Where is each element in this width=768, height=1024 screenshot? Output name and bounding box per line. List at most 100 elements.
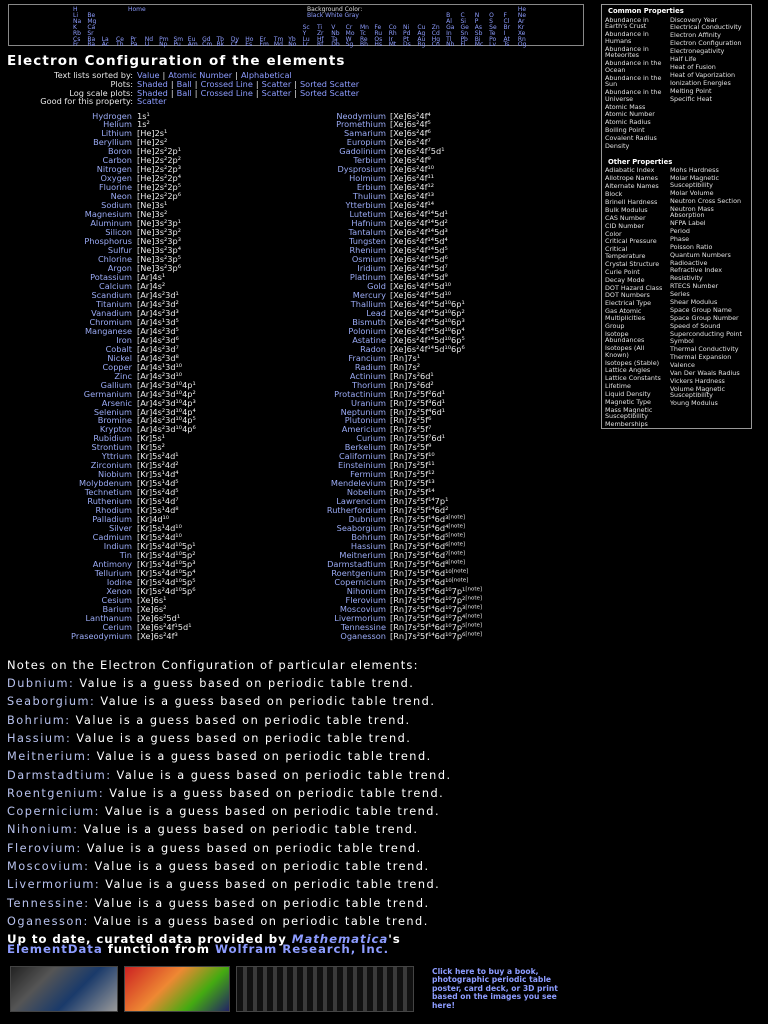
property-link[interactable]: Abundance in the Universe [605, 88, 662, 103]
element-symbol-link[interactable]: Fr [73, 41, 79, 48]
element-symbol-link[interactable]: Rf [316, 41, 324, 48]
element-name-link[interactable]: Thulium [352, 191, 386, 202]
property-link[interactable]: Shear Modulus [670, 297, 718, 306]
element-name-link[interactable]: Iridium [357, 262, 386, 273]
element-name-link[interactable]: Aluminum [90, 218, 132, 229]
element-symbol-link[interactable]: Os [374, 36, 383, 43]
element-symbol-link[interactable]: Eu [187, 36, 196, 43]
element-name-link[interactable]: Ytterbium [345, 200, 386, 211]
element-symbol-link[interactable]: Sm [173, 36, 184, 43]
element-name-link[interactable]: Erbium [356, 182, 386, 193]
element-symbol-link[interactable]: Pb [460, 36, 468, 43]
element-name-link[interactable]: Copper [102, 361, 132, 372]
element-name-link[interactable]: Bromine [97, 415, 132, 426]
element-name-link[interactable]: Manganese [84, 325, 132, 336]
element-name-link[interactable]: Gallium [100, 379, 132, 390]
element-symbol-link[interactable]: Mt [388, 41, 397, 48]
wolfram-link[interactable]: Wolfram Research, Inc. [214, 942, 389, 956]
property-link[interactable]: Poisson Ratio [670, 242, 713, 251]
note-link[interactable]: [note] [448, 532, 466, 539]
element-symbol-link[interactable]: As [474, 24, 483, 31]
element-name-link[interactable]: Promethium [336, 119, 386, 130]
element-name-link[interactable]: Thorium [351, 379, 386, 390]
property-link[interactable]: Heat of Fusion [670, 62, 716, 71]
element-symbol-link[interactable]: Ga [446, 24, 455, 31]
element-symbol-link[interactable]: Au [417, 36, 426, 43]
element-symbol-link[interactable]: Zn [431, 24, 440, 31]
element-symbol-link[interactable]: Bi [474, 36, 481, 43]
element-name-link[interactable]: Magnesium [84, 209, 132, 220]
element-symbol-link[interactable]: F [503, 12, 507, 19]
note-link[interactable]: [note] [465, 622, 483, 629]
element-symbol-link[interactable]: Pm [159, 36, 169, 43]
element-name-link[interactable]: Oganesson [340, 630, 386, 641]
property-link[interactable]: Abundance in the Ocean [605, 59, 662, 74]
property-link[interactable]: Thermal Conductivity [670, 345, 739, 354]
element-name-link[interactable]: Bohrium [351, 532, 386, 543]
element-symbol-link[interactable]: V [331, 24, 336, 31]
property-link[interactable]: Crystal Structure [605, 259, 660, 268]
element-name-link[interactable]: Hafnium [351, 218, 386, 229]
element-name-link[interactable]: Germanium [83, 388, 132, 399]
property-link[interactable]: Gas Atomic Multiplicities [605, 307, 646, 322]
element-symbol-link[interactable]: Se [489, 24, 497, 31]
option-link[interactable]: Shaded [137, 87, 168, 98]
element-name-link[interactable]: Francium [348, 352, 386, 363]
element-name-link[interactable]: Tin [119, 550, 132, 561]
element-symbol-link[interactable]: Er [259, 36, 266, 43]
element-name-link[interactable]: Osmium [351, 254, 386, 265]
element-symbol-link[interactable]: Gd [202, 36, 211, 43]
element-name-link[interactable]: Yttrium [101, 451, 132, 462]
element-symbol-link[interactable]: Ds [403, 41, 411, 48]
element-symbol-link[interactable]: Te [489, 30, 496, 37]
element-name-link[interactable]: Seaborgium [336, 523, 386, 534]
property-link[interactable]: DOT Numbers [605, 291, 650, 300]
property-link[interactable]: Superconducting Point [670, 329, 742, 338]
property-link[interactable]: Neutron Cross Section [670, 196, 742, 205]
option-link[interactable]: Sorted Scatter [299, 87, 360, 98]
element-symbol-link[interactable]: Bh [360, 41, 368, 48]
property-link[interactable]: Electrical Conductivity [670, 23, 742, 32]
element-symbol-link[interactable]: Ce [116, 36, 124, 43]
property-link[interactable]: Abundance in the Sun [605, 73, 662, 89]
element-name-link[interactable]: Oxygen [100, 173, 132, 184]
element-name-link[interactable]: Vanadium [91, 307, 132, 318]
property-link[interactable]: Volume Magnetic Susceptibility [670, 384, 726, 400]
element-symbol-link[interactable]: Ho [245, 36, 254, 43]
property-link[interactable]: Symbol [670, 337, 694, 346]
element-name-link[interactable]: Gold [367, 280, 386, 291]
property-link[interactable]: Quantum Numbers [670, 250, 731, 259]
element-name-link[interactable]: Rubidium [93, 433, 132, 444]
element-symbol-link[interactable]: C [460, 12, 465, 19]
element-symbol-link[interactable]: Ar [517, 18, 525, 25]
element-symbol-link[interactable]: Sr [87, 30, 94, 37]
element-symbol-link[interactable]: Hs [374, 41, 382, 48]
property-link[interactable]: Critical Temperature [605, 245, 646, 260]
element-symbol-link[interactable]: Ti [316, 24, 323, 31]
element-symbol-link[interactable]: Nh [446, 41, 455, 48]
element-name-link[interactable]: Neodymium [336, 110, 386, 121]
element-name-link[interactable]: Hassium [350, 541, 386, 552]
property-link[interactable]: Liquid Density [605, 390, 651, 399]
element-name-link[interactable]: Titanium [96, 298, 132, 309]
property-link[interactable]: DOT Hazard Class [605, 283, 663, 292]
element-name-link[interactable]: Lithium [101, 128, 132, 139]
element-symbol-link[interactable]: Ca [87, 24, 96, 31]
element-symbol-link[interactable]: Ni [403, 24, 410, 31]
element-symbol-link[interactable]: N [474, 12, 480, 19]
property-link[interactable]: CID Number [605, 221, 644, 230]
property-link[interactable]: Phase [670, 234, 690, 243]
note-link[interactable]: [note] [448, 514, 466, 521]
element-symbol-link[interactable]: Fl [460, 41, 466, 48]
element-symbol-link[interactable]: Ta [331, 36, 338, 43]
element-name-link[interactable]: Sodium [101, 200, 132, 211]
property-link[interactable]: Critical Pressure [605, 237, 657, 246]
element-name-link[interactable]: Krypton [99, 424, 132, 435]
element-name-link[interactable]: Calcium [99, 280, 132, 291]
element-name-link[interactable]: Nobelium [346, 487, 386, 498]
property-link[interactable]: Adiabatic Index [605, 166, 655, 175]
element-symbol-link[interactable]: P [474, 18, 479, 25]
element-symbol-link[interactable]: Cs [73, 36, 81, 43]
element-symbol-link[interactable]: Sc [302, 24, 310, 31]
property-link[interactable]: Memberships [605, 420, 648, 429]
